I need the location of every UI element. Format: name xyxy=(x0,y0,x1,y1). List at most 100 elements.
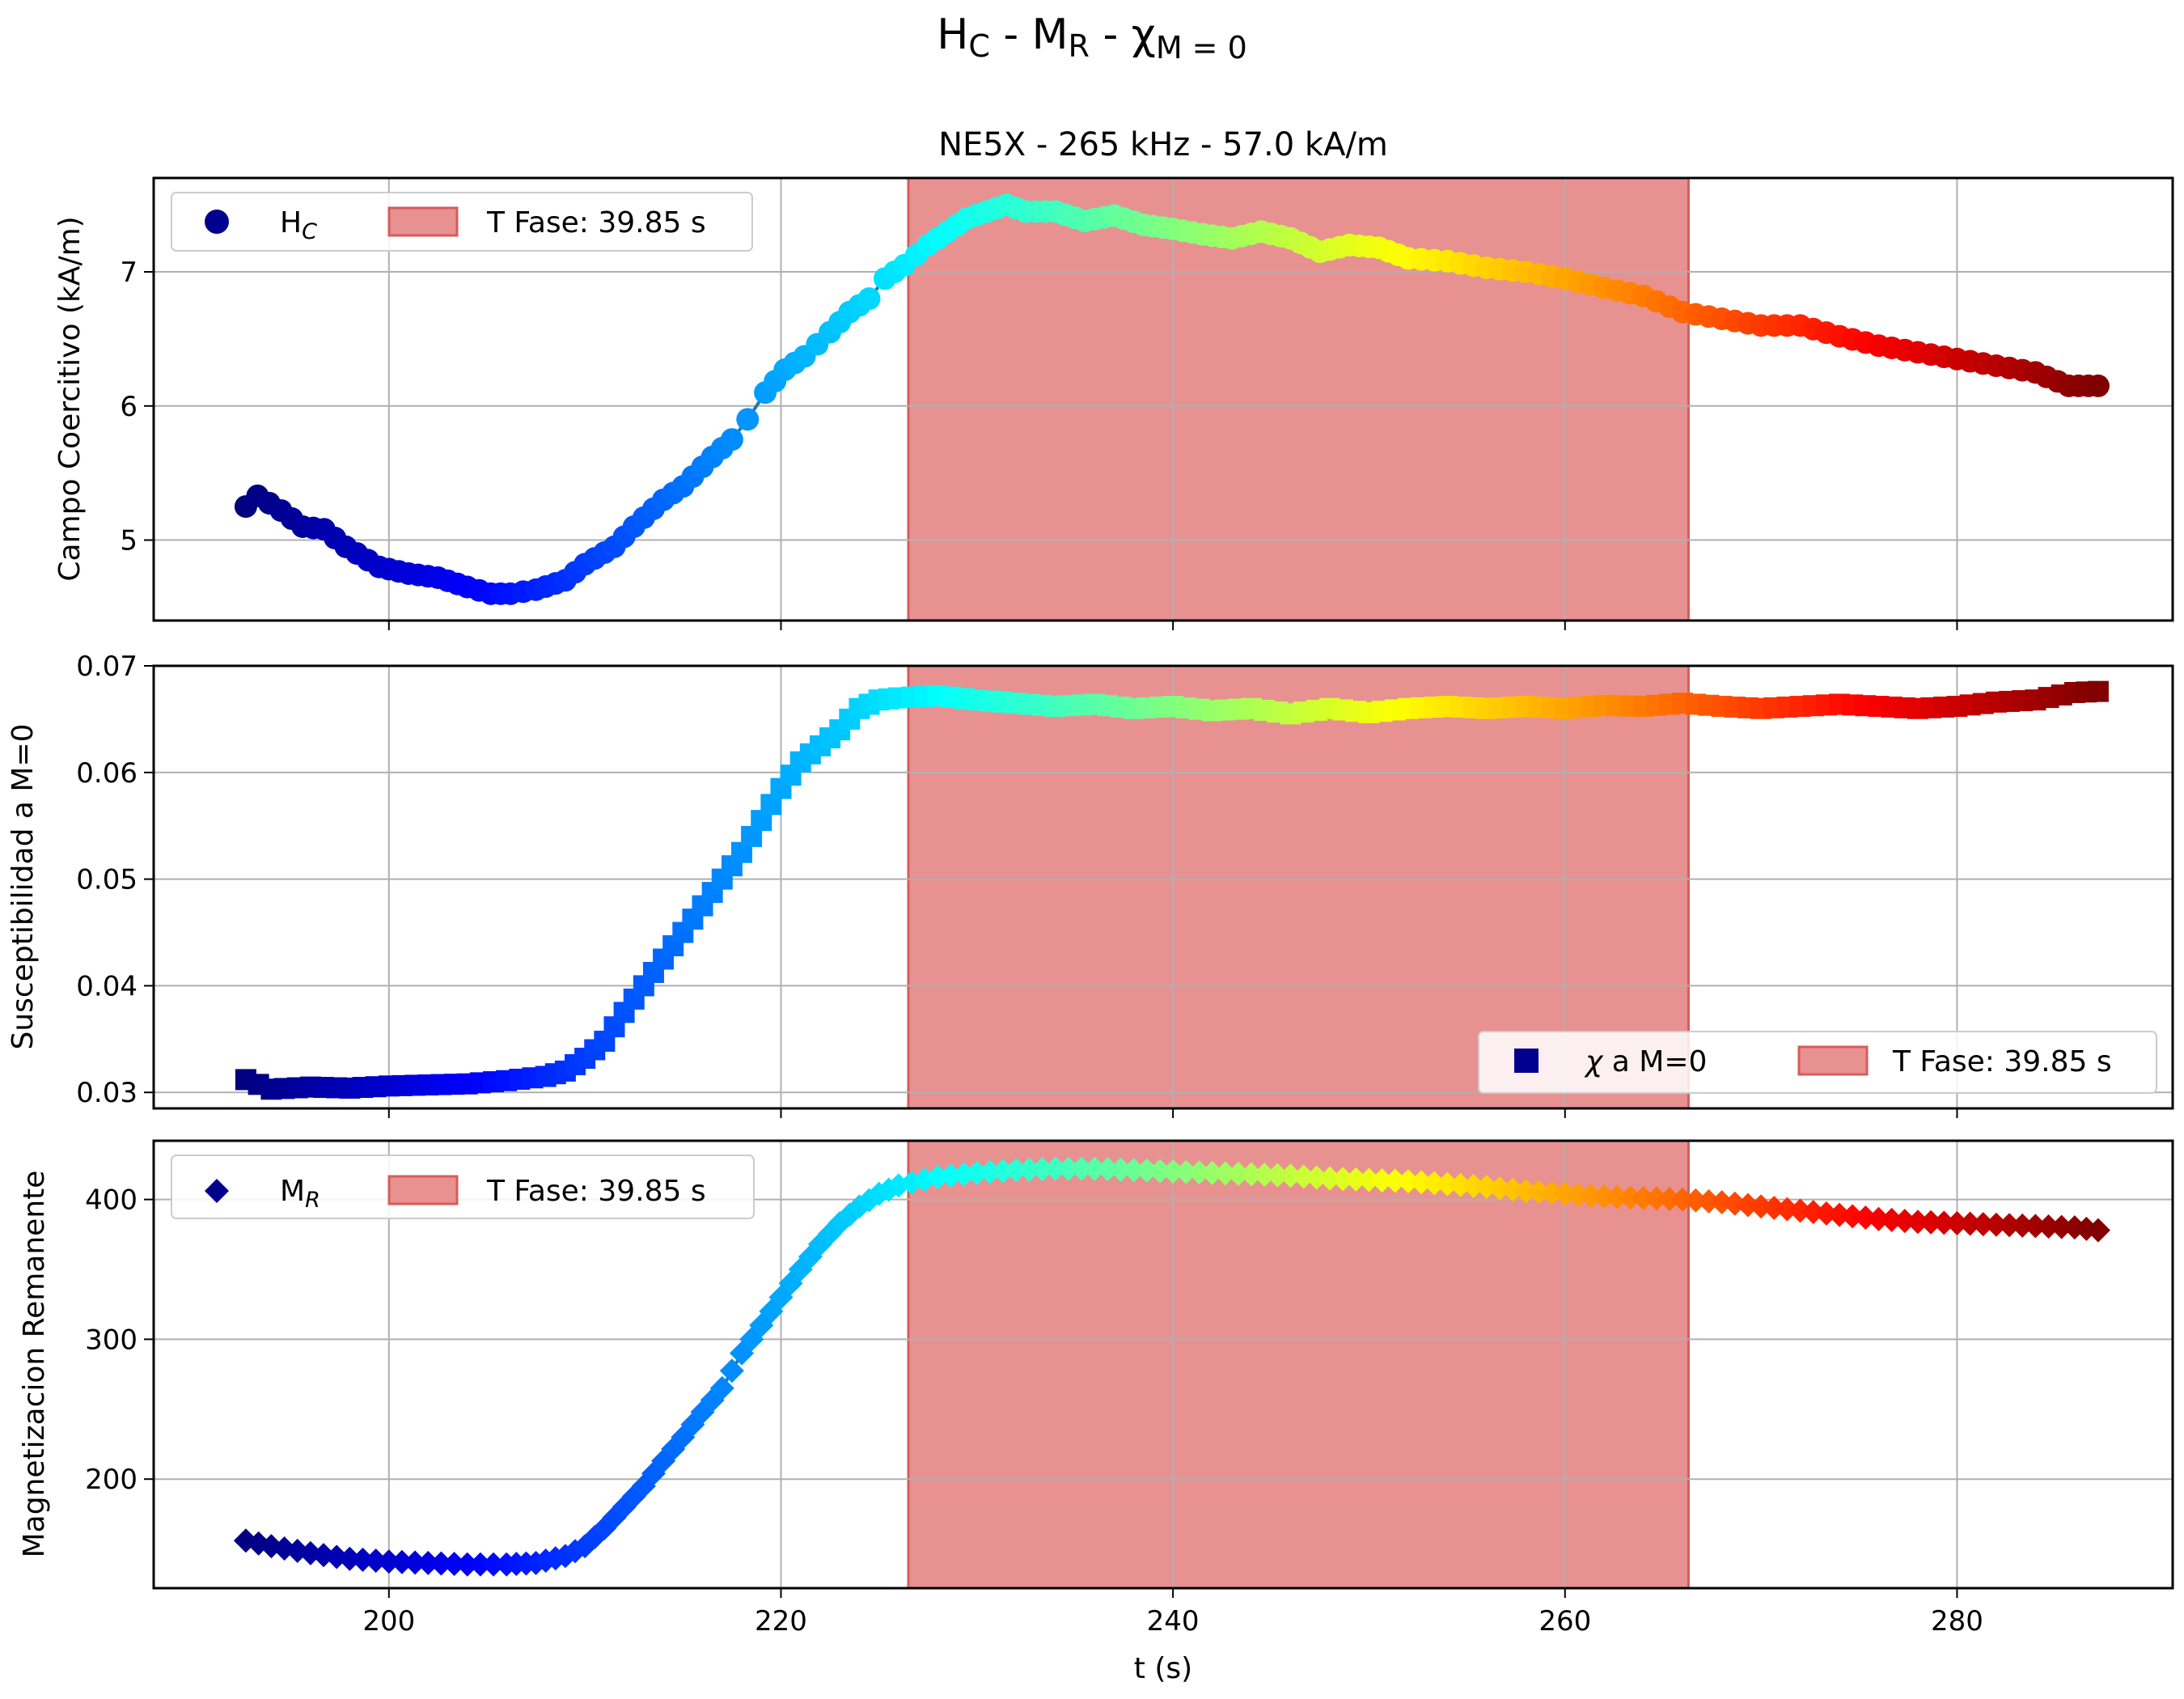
legend-label-phase: T Fase: 39.85 s xyxy=(486,206,706,239)
data-point xyxy=(1265,1163,1290,1188)
data-point xyxy=(389,1549,414,1574)
data-point xyxy=(1004,1158,1029,1183)
data-point xyxy=(1213,1161,1238,1186)
data-point xyxy=(1513,1179,1539,1204)
legend: χ a M=0 T Fase: 39.85 s xyxy=(1478,1031,2157,1094)
data-point xyxy=(736,408,760,431)
data-point xyxy=(1239,1162,1264,1187)
data-point xyxy=(1056,1156,1081,1181)
data-points xyxy=(233,1156,2110,1577)
data-point xyxy=(1161,1159,1186,1184)
data-point xyxy=(1278,1163,1303,1188)
data-point xyxy=(455,1552,480,1577)
x-axis-label: t (s) xyxy=(1134,1652,1192,1685)
data-point xyxy=(1905,1210,1930,1235)
panel-susceptibility: 0.03 0.04 0.05 0.06 0.07 Susceptibilidad a M… xyxy=(6,650,2174,1118)
data-point xyxy=(1252,1163,1277,1188)
data-point xyxy=(1565,1182,1590,1207)
y-tick-label: 0.03 xyxy=(76,1077,138,1109)
data-point xyxy=(1970,1212,1996,1237)
data-point xyxy=(1526,1180,1551,1205)
legend-label-chi: χ a M=0 xyxy=(1584,1045,1707,1078)
grid xyxy=(154,178,2173,621)
axis-ticks: 200 220 240 260 280 200 300 400 xyxy=(85,1184,1983,1638)
data-point xyxy=(1461,1173,1486,1198)
legend-label-phase: T Fase: 39.85 s xyxy=(486,1175,706,1208)
data-point xyxy=(1932,1210,1957,1235)
data-point xyxy=(1592,1184,1617,1210)
data-point xyxy=(1631,1185,1656,1210)
data-point xyxy=(1657,1187,1682,1212)
data-point xyxy=(403,1550,428,1575)
legend: HC T Fase: 39.85 s xyxy=(171,192,753,252)
data-point xyxy=(416,1550,441,1575)
y-axis-label: Campo Coercitivo (kA/m) xyxy=(53,216,87,581)
data-point xyxy=(1043,1156,1068,1181)
data-point xyxy=(1331,1167,1356,1192)
legend-marker-square xyxy=(1514,1049,1539,1073)
panel-coercive-field: 5 6 7 Campo Coercitivo (kA/m) HC T Fase: 3… xyxy=(53,176,2174,630)
y-tick-label: 400 xyxy=(85,1184,138,1217)
y-axis-label: Susceptibilidad a M=0 xyxy=(6,723,40,1049)
data-points xyxy=(235,680,2109,1100)
data-point xyxy=(1225,1161,1251,1186)
data-point xyxy=(2023,1214,2048,1239)
data-point xyxy=(1395,1169,1420,1194)
data-point xyxy=(1121,1158,1146,1183)
data-point xyxy=(350,1547,375,1572)
y-tick-label: 200 xyxy=(85,1464,138,1496)
data-point xyxy=(719,1358,744,1383)
data-point xyxy=(1919,1210,1944,1235)
data-point xyxy=(1304,1165,1329,1190)
data-point xyxy=(2086,374,2110,397)
data-point xyxy=(1435,1172,1460,1197)
data-point xyxy=(1357,1167,1382,1193)
data-point xyxy=(1879,1207,1904,1232)
data-point xyxy=(1539,1180,1564,1205)
plot-frame xyxy=(152,176,2174,622)
data-point xyxy=(1605,1184,1630,1210)
data-point xyxy=(1344,1167,1369,1192)
data-point xyxy=(1382,1168,1407,1193)
axis-ticks: 5 6 7 xyxy=(120,256,1958,630)
data-point xyxy=(1174,1159,1199,1184)
data-point xyxy=(2085,1218,2110,1243)
data-point xyxy=(1069,1156,1094,1181)
data-point xyxy=(2010,1213,2035,1238)
data-point xyxy=(376,1549,401,1574)
y-tick-label: 300 xyxy=(85,1324,138,1356)
data-point xyxy=(442,1552,467,1577)
data-point xyxy=(1369,1167,1395,1193)
x-tick-label: 280 xyxy=(1931,1605,1983,1638)
data-point xyxy=(709,1375,734,1400)
data-point xyxy=(1958,1211,1983,1236)
data-point xyxy=(429,1551,454,1576)
data-point xyxy=(1108,1157,1133,1182)
data-point xyxy=(1134,1158,1159,1183)
y-tick-label: 6 xyxy=(120,391,138,423)
data-point xyxy=(1409,1170,1434,1195)
data-point xyxy=(720,428,743,451)
data-point xyxy=(991,1159,1016,1184)
data-point xyxy=(1017,1157,1042,1182)
data-point xyxy=(1082,1156,1107,1181)
data-point xyxy=(337,1546,362,1571)
figure-suptitle: HC - MR - χM = 0 xyxy=(937,11,1247,66)
data-point xyxy=(1579,1183,1604,1208)
data-point xyxy=(1683,1188,1708,1213)
data-point xyxy=(1422,1171,1447,1196)
x-tick-label: 200 xyxy=(362,1605,415,1638)
axis-ticks: 0.03 0.04 0.05 0.06 0.07 xyxy=(76,650,1958,1118)
legend-marker-circle xyxy=(205,210,229,234)
data-point xyxy=(1147,1159,1172,1184)
data-point xyxy=(1670,1187,1695,1212)
data-point xyxy=(977,1159,1002,1184)
data-point xyxy=(964,1160,989,1185)
data-point xyxy=(1892,1209,1917,1234)
y-axis-label: Magnetizacion Remanente xyxy=(18,1171,51,1558)
chart-subtitle: NE5X - 265 kHz - 57.0 kA/m xyxy=(938,126,1388,163)
legend-swatch-phase xyxy=(387,1175,459,1205)
data-point xyxy=(481,1552,506,1577)
data-point xyxy=(1291,1164,1316,1189)
